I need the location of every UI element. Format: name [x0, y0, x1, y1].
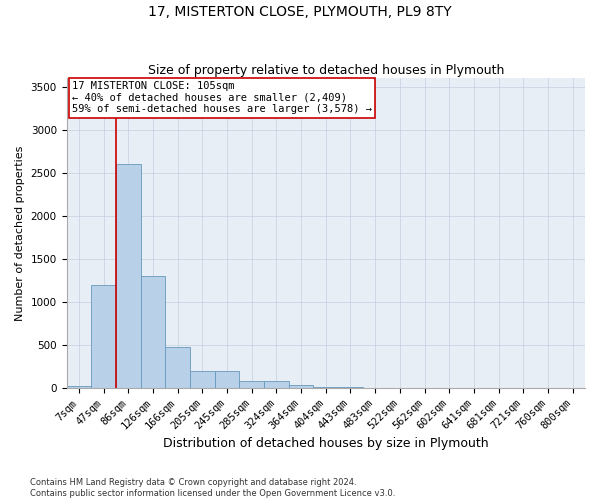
Bar [140, 276, 165, 388]
X-axis label: Distribution of detached houses by size in Plymouth: Distribution of detached houses by size … [163, 437, 488, 450]
Y-axis label: Number of detached properties: Number of detached properties [15, 146, 25, 321]
Text: 17, MISTERTON CLOSE, PLYMOUTH, PL9 8TY: 17, MISTERTON CLOSE, PLYMOUTH, PL9 8TY [148, 5, 452, 19]
Bar [264, 381, 289, 388]
Title: Size of property relative to detached houses in Plymouth: Size of property relative to detached ho… [148, 64, 504, 77]
Bar [289, 384, 313, 388]
Bar [67, 386, 91, 388]
Text: 17 MISTERTON CLOSE: 105sqm
← 40% of detached houses are smaller (2,409)
59% of s: 17 MISTERTON CLOSE: 105sqm ← 40% of deta… [72, 82, 372, 114]
Bar [91, 285, 116, 388]
Bar [190, 371, 215, 388]
Bar [165, 347, 190, 388]
Bar [239, 381, 264, 388]
Text: Contains HM Land Registry data © Crown copyright and database right 2024.
Contai: Contains HM Land Registry data © Crown c… [30, 478, 395, 498]
Bar [116, 164, 140, 388]
Bar [215, 371, 239, 388]
